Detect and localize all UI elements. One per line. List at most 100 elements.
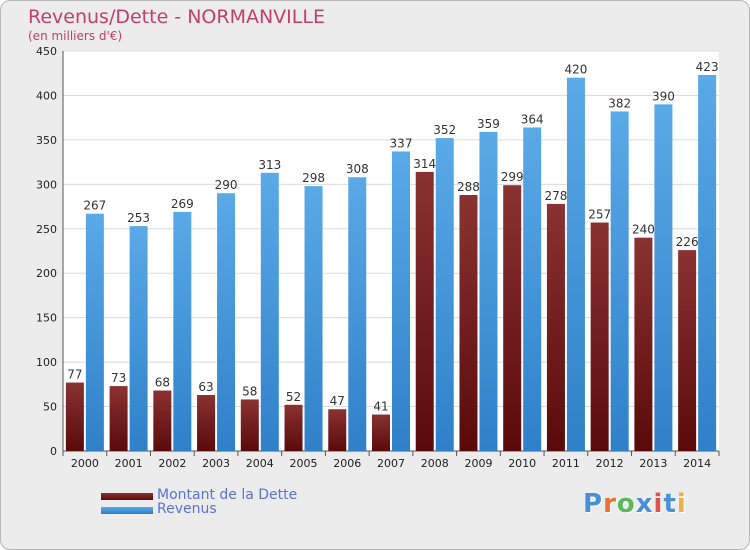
x-tick-label: 2013	[639, 457, 667, 470]
plot-area	[63, 51, 719, 451]
bar-dette	[109, 386, 128, 451]
x-tick-label: 2001	[115, 457, 143, 470]
data-label-dette: 257	[588, 208, 611, 222]
bar-dette	[415, 171, 434, 451]
logo-letter: o	[616, 489, 636, 519]
data-label-dette: 73	[111, 371, 126, 385]
bar-revenus	[523, 127, 542, 451]
bar-dette	[678, 250, 697, 451]
data-label-dette: 314	[413, 157, 436, 171]
logo-letter: i	[676, 489, 687, 519]
data-label-revenus: 337	[390, 136, 413, 150]
bar-dette	[153, 390, 172, 451]
bar-revenus	[304, 186, 323, 451]
data-label-dette: 63	[198, 380, 213, 394]
logo-letter: i	[653, 489, 664, 519]
legend-swatch-revenus	[101, 507, 153, 514]
x-tick-label: 2005	[290, 457, 318, 470]
x-tick-label: 2011	[552, 457, 580, 470]
bar-dette	[634, 237, 653, 451]
bar-dette	[284, 404, 303, 451]
bar-dette	[546, 203, 565, 451]
data-label-revenus: 420	[564, 63, 587, 77]
data-label-dette: 41	[373, 400, 388, 414]
bar-dette	[503, 185, 522, 451]
legend-label-revenus: Revenus	[157, 501, 217, 517]
bar-revenus	[173, 211, 192, 451]
bar-revenus	[260, 172, 279, 451]
bar-dette	[459, 195, 478, 451]
legend-swatch-dette	[101, 493, 153, 500]
data-label-revenus: 382	[608, 96, 631, 110]
x-tick-label: 2009	[464, 457, 492, 470]
data-label-dette: 47	[330, 394, 345, 408]
bar-dette	[590, 222, 609, 451]
bar-revenus	[348, 177, 367, 451]
bar-dette	[65, 382, 84, 451]
y-tick-label: 350	[36, 134, 57, 147]
bar-revenus	[610, 111, 629, 451]
bar-dette	[240, 399, 259, 451]
y-tick-label: 200	[36, 267, 57, 280]
y-tick-label: 250	[36, 223, 57, 236]
logo-letter: P	[583, 489, 604, 519]
data-label-revenus: 308	[346, 162, 369, 176]
logo-letter: r	[603, 489, 617, 519]
y-tick-label: 150	[36, 312, 57, 325]
data-label-dette: 52	[286, 390, 301, 404]
x-tick-label: 2014	[683, 457, 711, 470]
y-tick-label: 450	[36, 45, 57, 58]
x-tick-label: 2008	[421, 457, 449, 470]
x-tick-label: 2000	[71, 457, 99, 470]
bar-revenus	[217, 193, 236, 451]
data-label-dette: 58	[242, 384, 257, 398]
data-label-dette: 68	[155, 376, 170, 390]
x-tick-label: 2007	[377, 457, 405, 470]
chart-title: Revenus/Dette - NORMANVILLE	[28, 6, 325, 28]
data-label-dette: 278	[544, 189, 567, 203]
y-tick-label: 100	[36, 356, 57, 369]
data-label-revenus: 298	[302, 171, 325, 185]
logo-letter: x	[635, 489, 654, 519]
data-label-revenus: 390	[652, 89, 675, 103]
bar-revenus	[392, 151, 410, 451]
logo-letter: t	[663, 489, 677, 519]
proxiti-logo: Proxiti	[583, 489, 687, 519]
bar-revenus	[654, 104, 673, 451]
bar-revenus	[479, 131, 498, 451]
y-tick-label: 300	[36, 178, 57, 191]
data-label-dette: 288	[457, 180, 480, 194]
x-tick-label: 2003	[202, 457, 230, 470]
data-label-revenus: 253	[127, 211, 150, 225]
data-label-revenus: 313	[258, 158, 281, 172]
bar-dette	[328, 409, 347, 451]
bar-revenus	[566, 77, 585, 452]
bar-revenus	[85, 213, 104, 451]
bar-revenus	[698, 75, 717, 451]
x-tick-label: 2006	[333, 457, 361, 470]
data-label-revenus: 267	[83, 199, 106, 213]
x-tick-label: 2010	[508, 457, 536, 470]
bar-dette	[197, 395, 216, 451]
y-tick-label: 50	[43, 401, 57, 414]
data-label-revenus: 290	[215, 178, 238, 192]
bar-revenus	[129, 226, 148, 451]
y-tick-label: 400	[36, 89, 57, 102]
data-label-dette: 299	[501, 170, 524, 184]
data-label-revenus: 359	[477, 117, 500, 131]
chart-subtitle: (en milliers d'€)	[28, 29, 123, 43]
x-tick-label: 2002	[158, 457, 186, 470]
y-tick-label: 0	[50, 445, 57, 458]
legend-label-dette: Montant de la Dette	[157, 487, 298, 503]
data-label-revenus: 423	[696, 60, 719, 74]
x-tick-label: 2004	[246, 457, 274, 470]
bar-dette	[372, 414, 390, 451]
data-label-revenus: 269	[171, 197, 194, 211]
x-tick-label: 2012	[596, 457, 624, 470]
data-label-dette: 240	[632, 223, 655, 237]
data-label-dette: 77	[67, 368, 82, 382]
data-label-revenus: 364	[521, 112, 544, 126]
data-label-revenus: 352	[433, 123, 456, 137]
